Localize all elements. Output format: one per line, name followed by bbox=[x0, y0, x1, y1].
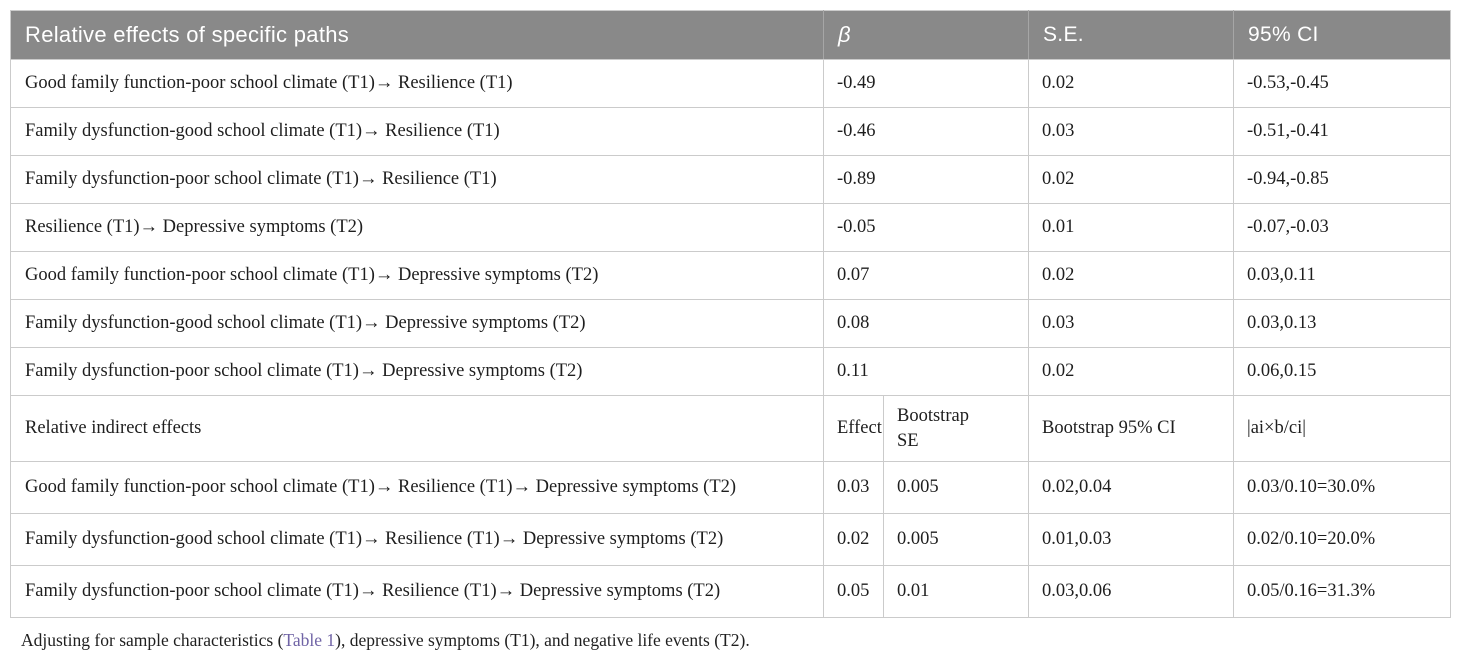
path-label: Good family function-poor school climate… bbox=[10, 59, 824, 108]
ci-value: -0.07,-0.03 bbox=[1233, 203, 1451, 252]
table-row: Resilience (T1)→ Depressive symptoms (T2… bbox=[10, 203, 1451, 252]
table-title: Relative effects of specific paths bbox=[10, 10, 824, 60]
path-label: Resilience (T1)→ Depressive symptoms (T2… bbox=[10, 203, 824, 252]
footnote-suffix: ), depressive symptoms (T1), and negativ… bbox=[335, 630, 750, 650]
bootstrap-se-text: Bootstrap SE bbox=[897, 405, 969, 451]
path-label: Family dysfunction-poor school climate (… bbox=[10, 565, 824, 618]
bootstrap-se-value: 0.005 bbox=[883, 461, 1029, 514]
ci-value: 0.03,0.11 bbox=[1233, 251, 1451, 300]
effect-value: 0.03 bbox=[823, 461, 884, 514]
beta-value: -0.46 bbox=[823, 107, 1029, 156]
ci-value: 0.06,0.15 bbox=[1233, 347, 1451, 396]
path-label: Good family function-poor school climate… bbox=[10, 461, 824, 514]
table-row: Good family function-poor school climate… bbox=[10, 461, 1451, 514]
se-value: 0.02 bbox=[1028, 251, 1234, 300]
beta-value: 0.11 bbox=[823, 347, 1029, 396]
indirect-effects-header-row: Relative indirect effects Effect Bootstr… bbox=[10, 395, 1451, 462]
se-value: 0.02 bbox=[1028, 59, 1234, 108]
column-header-se: S.E. bbox=[1028, 10, 1234, 60]
path-label: Family dysfunction-good school climate (… bbox=[10, 513, 824, 566]
effect-value: 0.05 bbox=[823, 565, 884, 618]
se-value: 0.02 bbox=[1028, 155, 1234, 204]
path-label: Family dysfunction-poor school climate (… bbox=[10, 347, 824, 396]
table-row: Family dysfunction-good school climate (… bbox=[10, 299, 1451, 348]
column-header-bootstrap-ci: Bootstrap 95% CI bbox=[1028, 395, 1234, 462]
path-label: Family dysfunction-good school climate (… bbox=[10, 299, 824, 348]
table-header-row: Relative effects of specific paths β S.E… bbox=[10, 10, 1451, 60]
table-row: Family dysfunction-good school climate (… bbox=[10, 513, 1451, 566]
se-value: 0.03 bbox=[1028, 299, 1234, 348]
column-header-effect: Effect bbox=[823, 395, 884, 462]
ci-value: 0.03,0.13 bbox=[1233, 299, 1451, 348]
table-row: Good family function-poor school climate… bbox=[10, 251, 1451, 300]
table-row: Family dysfunction-poor school climate (… bbox=[10, 565, 1451, 618]
bootstrap-se-value: 0.005 bbox=[883, 513, 1029, 566]
indirect-section-label: Relative indirect effects bbox=[10, 395, 824, 462]
path-label: Family dysfunction-good school climate (… bbox=[10, 107, 824, 156]
relative-effects-table: Relative effects of specific paths β S.E… bbox=[10, 10, 1451, 618]
table-row: Family dysfunction-good school climate (… bbox=[10, 107, 1451, 156]
footnote-prefix: Adjusting for sample characteristics ( bbox=[21, 630, 284, 650]
bootstrap-se-value: 0.01 bbox=[883, 565, 1029, 618]
bootstrap-ci-value: 0.03,0.06 bbox=[1028, 565, 1234, 618]
se-value: 0.01 bbox=[1028, 203, 1234, 252]
effect-value: 0.02 bbox=[823, 513, 884, 566]
column-header-ci: 95% CI bbox=[1233, 10, 1451, 60]
ratio-value: 0.02/0.10=20.0% bbox=[1233, 513, 1451, 566]
bootstrap-ci-value: 0.02,0.04 bbox=[1028, 461, 1234, 514]
path-label: Good family function-poor school climate… bbox=[10, 251, 824, 300]
se-value: 0.02 bbox=[1028, 347, 1234, 396]
ratio-value: 0.03/0.10=30.0% bbox=[1233, 461, 1451, 514]
ratio-value: 0.05/0.16=31.3% bbox=[1233, 565, 1451, 618]
beta-value: 0.08 bbox=[823, 299, 1029, 348]
table-footnote: Adjusting for sample characteristics (Ta… bbox=[21, 629, 1450, 652]
bootstrap-ci-value: 0.01,0.03 bbox=[1028, 513, 1234, 566]
beta-value: -0.05 bbox=[823, 203, 1029, 252]
column-header-beta: β bbox=[823, 10, 1029, 60]
table-row: Family dysfunction-poor school climate (… bbox=[10, 347, 1451, 396]
column-header-ratio: |ai×b/ci| bbox=[1233, 395, 1451, 462]
ci-value: -0.94,-0.85 bbox=[1233, 155, 1451, 204]
table-row: Good family function-poor school climate… bbox=[10, 59, 1451, 108]
table-1-link[interactable]: Table 1 bbox=[283, 630, 336, 650]
column-header-bootstrap-se: Bootstrap SE bbox=[883, 395, 1029, 462]
beta-value: -0.49 bbox=[823, 59, 1029, 108]
beta-value: 0.07 bbox=[823, 251, 1029, 300]
ci-value: -0.53,-0.45 bbox=[1233, 59, 1451, 108]
table-row: Family dysfunction-poor school climate (… bbox=[10, 155, 1451, 204]
ci-value: -0.51,-0.41 bbox=[1233, 107, 1451, 156]
se-value: 0.03 bbox=[1028, 107, 1234, 156]
beta-value: -0.89 bbox=[823, 155, 1029, 204]
path-label: Family dysfunction-poor school climate (… bbox=[10, 155, 824, 204]
